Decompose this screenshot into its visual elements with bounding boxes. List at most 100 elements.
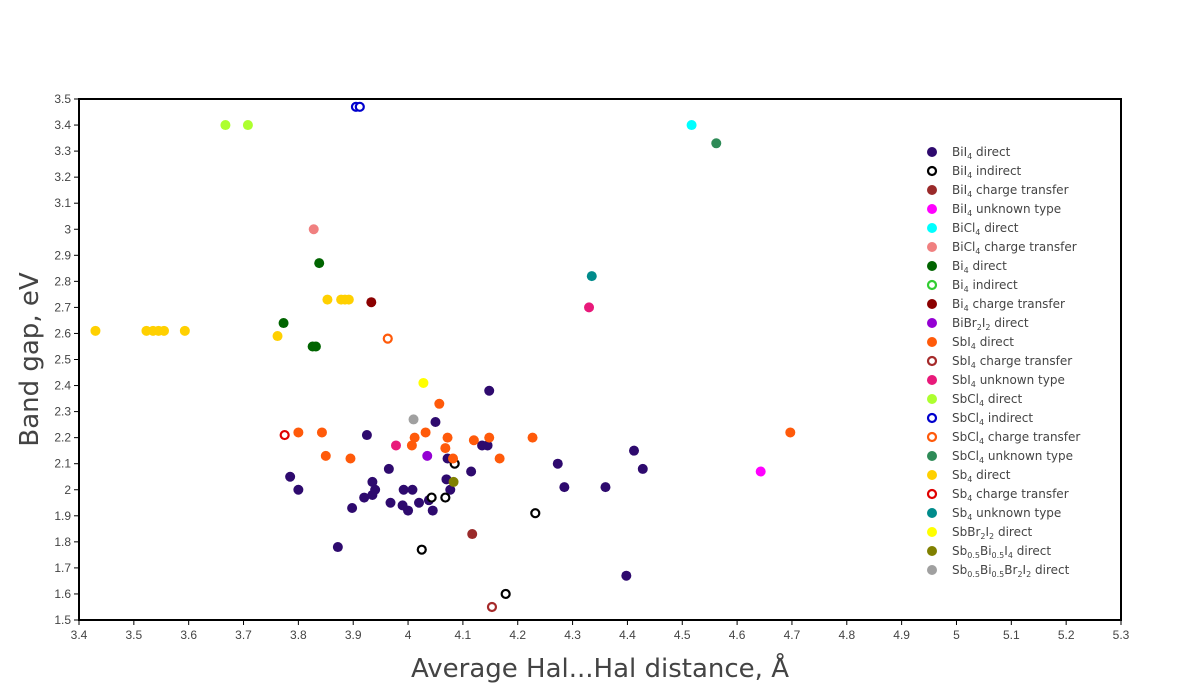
x-tick-label: 5.1 xyxy=(1003,628,1020,642)
legend-marker xyxy=(927,147,937,157)
legend-label: Bi4 charge transfer xyxy=(952,297,1065,313)
data-point xyxy=(755,466,766,477)
data-point xyxy=(486,601,498,613)
legend-label: Sb4 charge transfer xyxy=(952,487,1069,503)
legend-item: SbI4 charge transfer xyxy=(926,354,1072,370)
legend-item: BiI4 indirect xyxy=(926,164,1022,180)
data-points xyxy=(90,101,796,613)
data-point xyxy=(430,417,441,428)
data-point xyxy=(442,432,453,443)
data-point xyxy=(500,588,511,600)
legend-marker xyxy=(927,508,937,518)
data-point xyxy=(320,450,331,461)
x-tick-label: 4.3 xyxy=(564,628,581,642)
x-tick-label: 5.3 xyxy=(1113,628,1130,642)
data-point xyxy=(332,542,343,553)
legend-label: Sb0.5Bi0.5Br2I2 direct xyxy=(952,563,1070,579)
legend-item: Sb0.5Bi0.5I4 direct xyxy=(927,544,1051,560)
y-tick-label: 3 xyxy=(64,222,71,236)
data-point xyxy=(416,544,427,555)
legend-item: BiBr2I2 direct xyxy=(927,316,1029,332)
legend-item: SbCl4 indirect xyxy=(926,411,1033,427)
data-point xyxy=(293,484,304,495)
data-point xyxy=(310,341,321,352)
data-point xyxy=(629,445,640,456)
data-point xyxy=(711,138,722,149)
legend-item: Bi4 charge transfer xyxy=(927,297,1065,313)
legend-marker xyxy=(927,546,937,556)
data-point xyxy=(408,414,419,425)
data-point xyxy=(440,443,451,454)
data-point xyxy=(322,294,333,305)
data-point xyxy=(448,453,459,464)
data-point xyxy=(285,471,296,482)
legend-label: Bi4 direct xyxy=(952,259,1007,275)
legend-marker xyxy=(926,165,938,177)
data-point xyxy=(530,508,541,519)
data-point xyxy=(314,258,325,269)
data-point xyxy=(621,570,632,581)
y-tick-label: 2.5 xyxy=(54,353,71,367)
legend-label: BiI4 unknown type xyxy=(952,202,1061,218)
data-point xyxy=(586,271,597,282)
legend-marker xyxy=(927,185,937,195)
y-tick-label: 2.7 xyxy=(54,300,71,314)
data-point xyxy=(445,484,456,495)
legend-marker xyxy=(927,451,937,461)
legend-item: Bi4 direct xyxy=(927,259,1007,275)
y-tick-label: 2.6 xyxy=(54,326,71,340)
legend-item: Sb4 charge transfer xyxy=(926,487,1069,503)
legend-item: SbCl4 charge transfer xyxy=(926,430,1080,446)
data-point xyxy=(637,463,648,474)
legend-item: BiCl4 charge transfer xyxy=(927,240,1077,256)
data-point xyxy=(440,492,451,503)
data-point xyxy=(686,120,697,131)
data-point xyxy=(527,432,538,443)
x-tick-label: 4.7 xyxy=(784,628,801,642)
legend-marker xyxy=(927,470,937,480)
legend-label: BiCl4 direct xyxy=(952,221,1019,237)
y-tick-label: 2.2 xyxy=(54,431,71,445)
y-tick-label: 3.1 xyxy=(54,196,71,210)
y-tick-label: 1.9 xyxy=(54,509,71,523)
x-tick-label: 5 xyxy=(953,628,960,642)
y-axis-ticks: 1.5 1.6 1.7 1.8 1.9 2 2.1 2.2 2.3 2.4 2.5 2.6 2.7 2.8… xyxy=(54,92,79,627)
legend-item: BiI4 unknown type xyxy=(927,202,1061,218)
legend-item: BiI4 charge transfer xyxy=(927,183,1069,199)
x-tick-label: 4.5 xyxy=(674,628,691,642)
data-point xyxy=(426,492,437,503)
legend-label: Sb0.5Bi0.5I4 direct xyxy=(952,544,1051,560)
data-point xyxy=(390,440,401,451)
x-tick-label: 3.7 xyxy=(235,628,252,642)
data-point xyxy=(367,476,378,487)
data-point xyxy=(409,432,420,443)
x-tick-label: 3.4 xyxy=(71,628,88,642)
x-tick-label: 4.2 xyxy=(509,628,526,642)
legend-marker xyxy=(926,488,938,500)
data-point xyxy=(359,492,370,503)
data-point xyxy=(559,482,570,493)
x-tick-label: 4.9 xyxy=(893,628,910,642)
legend-label: SbCl4 charge transfer xyxy=(952,430,1080,446)
legend-item: SbI4 direct xyxy=(927,335,1014,351)
legend-label: BiI4 direct xyxy=(952,145,1011,161)
legend-item: Sb4 direct xyxy=(927,468,1011,484)
data-point xyxy=(584,302,595,313)
data-point xyxy=(385,497,396,508)
data-point xyxy=(242,120,253,131)
data-point xyxy=(466,466,477,477)
data-point xyxy=(407,484,418,495)
legend-label: SbCl4 direct xyxy=(952,392,1022,408)
data-point xyxy=(468,435,479,446)
legend-label: SbCl4 indirect xyxy=(952,411,1033,427)
data-point xyxy=(552,458,563,469)
legend-marker xyxy=(927,261,937,271)
legend-marker xyxy=(927,318,937,328)
data-point xyxy=(434,398,445,409)
data-point xyxy=(308,224,319,235)
y-tick-label: 3.3 xyxy=(54,144,71,158)
y-tick-label: 2.4 xyxy=(54,379,71,393)
y-tick-label: 2.1 xyxy=(54,457,71,471)
legend-item: Sb0.5Bi0.5Br2I2 direct xyxy=(927,563,1070,579)
data-point xyxy=(467,529,478,540)
